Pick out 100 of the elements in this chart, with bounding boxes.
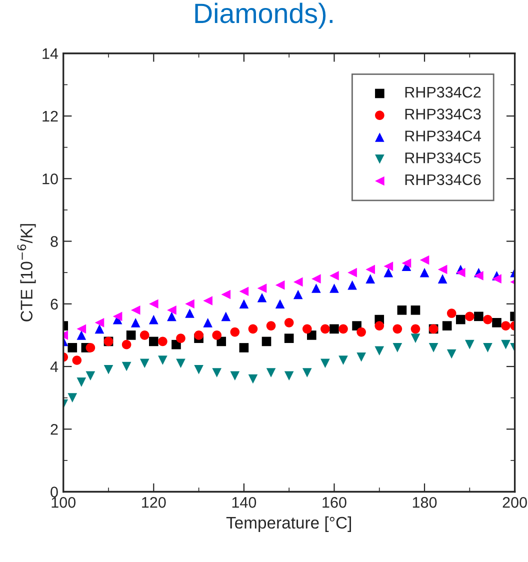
point <box>384 268 394 278</box>
point <box>474 312 484 322</box>
x-tick-label: 100 <box>52 497 76 508</box>
point <box>338 356 348 365</box>
point <box>320 324 330 334</box>
x-axis-title: Temperature [°C] <box>226 516 351 532</box>
point <box>284 334 294 343</box>
point <box>194 364 204 374</box>
point <box>464 340 474 350</box>
point <box>330 271 339 280</box>
point <box>392 343 402 352</box>
point <box>366 264 375 274</box>
point <box>257 284 267 293</box>
point <box>302 368 312 378</box>
point <box>176 334 186 343</box>
y-axis-title: CTE [10$^{−6}$/K] <box>17 224 36 322</box>
point <box>86 371 96 381</box>
point <box>239 286 249 296</box>
point <box>248 374 258 384</box>
point <box>397 305 407 315</box>
point <box>374 321 384 330</box>
point <box>266 368 276 378</box>
point <box>148 299 158 309</box>
point <box>140 358 150 368</box>
point <box>266 321 276 330</box>
point <box>68 343 78 352</box>
legend-label: RHP334C4 <box>405 130 481 142</box>
point <box>122 340 132 350</box>
point <box>104 364 114 374</box>
point <box>410 334 420 343</box>
point <box>130 305 140 315</box>
point <box>302 324 312 334</box>
point <box>275 299 285 309</box>
point <box>312 274 321 284</box>
y-tick-label: 2 <box>50 424 58 435</box>
point <box>483 343 492 352</box>
point <box>76 378 86 387</box>
point <box>257 292 267 302</box>
point <box>148 314 158 324</box>
point <box>203 296 212 306</box>
point <box>275 280 285 290</box>
point <box>86 343 96 352</box>
point <box>167 312 176 322</box>
point <box>410 305 420 315</box>
point <box>76 330 86 340</box>
point <box>262 336 272 346</box>
point <box>212 330 222 340</box>
point <box>140 330 150 340</box>
point <box>446 308 456 318</box>
point <box>158 336 168 346</box>
y-tick-label: 10 <box>42 174 58 184</box>
point <box>239 343 249 352</box>
point <box>402 258 412 268</box>
point <box>483 314 492 324</box>
point <box>230 327 240 337</box>
point <box>68 393 78 402</box>
y-tick-label: 8 <box>50 236 58 247</box>
point <box>230 371 240 381</box>
point <box>148 336 158 346</box>
point <box>420 255 430 265</box>
point <box>158 356 168 365</box>
point <box>293 290 303 300</box>
point <box>366 274 375 284</box>
point <box>501 340 510 350</box>
y-tick-label: 0 <box>50 486 58 498</box>
point <box>474 271 484 280</box>
point <box>456 314 466 324</box>
point <box>464 312 474 322</box>
point <box>492 318 502 328</box>
point <box>384 262 394 271</box>
chart-title: Diamonds). <box>195 2 332 29</box>
point <box>72 356 82 365</box>
point <box>194 330 204 340</box>
point <box>348 280 357 290</box>
point <box>392 324 402 334</box>
point <box>167 305 176 315</box>
point <box>374 346 384 356</box>
point <box>221 290 231 300</box>
point <box>284 371 294 381</box>
point <box>122 362 132 372</box>
point <box>330 324 339 334</box>
point <box>76 324 86 334</box>
legend-label: RHP334C5 <box>405 152 481 164</box>
point <box>420 268 430 278</box>
point <box>442 321 452 330</box>
point <box>203 318 212 328</box>
point <box>221 312 231 322</box>
point <box>338 324 348 334</box>
y-tick-label: 14 <box>42 48 58 59</box>
point <box>112 312 122 322</box>
point <box>185 299 194 309</box>
point <box>126 330 136 340</box>
point <box>185 308 194 318</box>
y-tick-label: 6 <box>50 298 58 310</box>
point <box>312 284 321 293</box>
legend-label: RHP334C6 <box>405 174 481 186</box>
point <box>438 264 448 274</box>
point <box>248 324 258 334</box>
point <box>428 343 438 352</box>
point <box>446 349 456 359</box>
